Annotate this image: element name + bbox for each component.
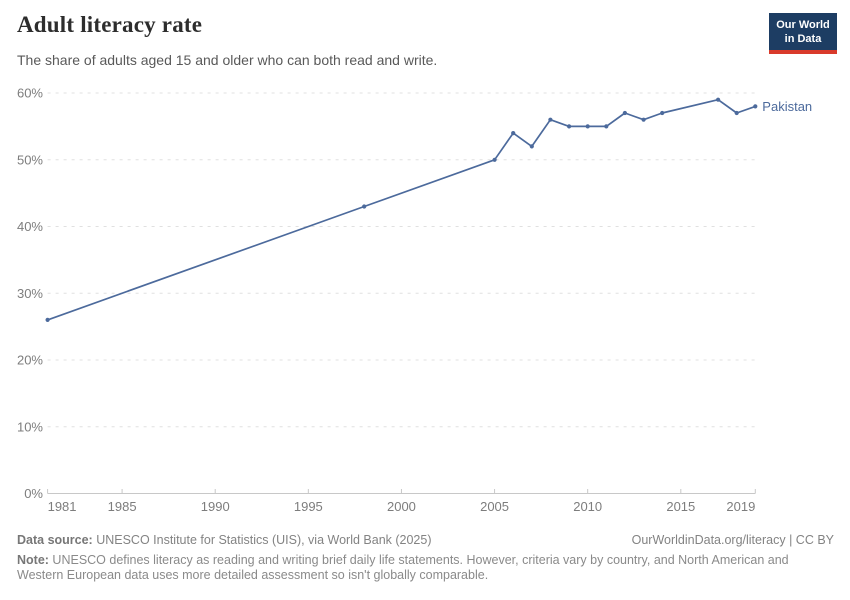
data-point-2019 xyxy=(753,104,758,109)
license-text: OurWorldinData.org/literacy | CC BY xyxy=(631,533,834,547)
y-axis-label-30: 30% xyxy=(17,286,43,301)
data-point-2006 xyxy=(511,131,516,136)
data-point-2018 xyxy=(734,110,739,116)
data-source-label: Data source: xyxy=(17,533,93,547)
owid-logo-line2: in Data xyxy=(784,33,822,45)
x-axis-label-2015: 2015 xyxy=(666,499,695,514)
data-point-2005 xyxy=(492,157,497,162)
data-point-2011 xyxy=(604,124,609,129)
y-axis-label-20: 20% xyxy=(17,353,43,368)
x-axis-label-2000: 2000 xyxy=(387,499,416,514)
data-point-1998 xyxy=(362,204,367,209)
footer-note: Note: UNESCO defines literacy as reading… xyxy=(17,553,820,583)
chart-subtitle: The share of adults aged 15 and older wh… xyxy=(17,52,438,68)
data-point-2010 xyxy=(585,124,590,129)
y-axis-label-60: 60% xyxy=(17,86,43,101)
x-axis-label-2010: 2010 xyxy=(573,499,602,514)
series-label-pakistan: Pakistan xyxy=(762,99,812,114)
y-axis-label-0: 0% xyxy=(24,486,43,501)
data-point-2013 xyxy=(641,117,646,122)
data-source-value: UNESCO Institute for Statistics (UIS), v… xyxy=(92,533,432,547)
data-point-2014 xyxy=(660,110,665,116)
x-axis-label-1981: 1981 xyxy=(48,499,77,514)
owid-logo-line1: Our World xyxy=(776,19,830,31)
x-axis-label-2019: 2019 xyxy=(726,499,755,514)
y-axis-label-40: 40% xyxy=(17,219,43,234)
pakistan-line xyxy=(46,98,757,321)
chart-title: Adult literacy rate xyxy=(17,12,203,37)
data-point-2008 xyxy=(548,117,553,122)
data-point-2017 xyxy=(716,97,721,102)
x-axis-label-1990: 1990 xyxy=(201,499,230,514)
data-point-2009 xyxy=(567,124,572,129)
x-axis-label-1995: 1995 xyxy=(294,499,323,514)
data-point-2007 xyxy=(529,144,534,149)
x-axis-label-1985: 1985 xyxy=(108,499,137,514)
x-axis-label-2005: 2005 xyxy=(480,499,509,514)
note-value: UNESCO defines literacy as reading and w… xyxy=(17,553,789,582)
owid-logo: Our World in Data xyxy=(769,13,837,54)
footer-source-row: Data source: UNESCO Institute for Statis… xyxy=(17,533,834,547)
data-source-text: Data source: UNESCO Institute for Statis… xyxy=(17,533,432,547)
y-axis-label-50: 50% xyxy=(17,152,43,167)
data-point-2012 xyxy=(622,110,628,116)
y-axis-label-10: 10% xyxy=(17,419,43,434)
data-point-1981 xyxy=(45,317,50,322)
note-label: Note: xyxy=(17,553,49,567)
